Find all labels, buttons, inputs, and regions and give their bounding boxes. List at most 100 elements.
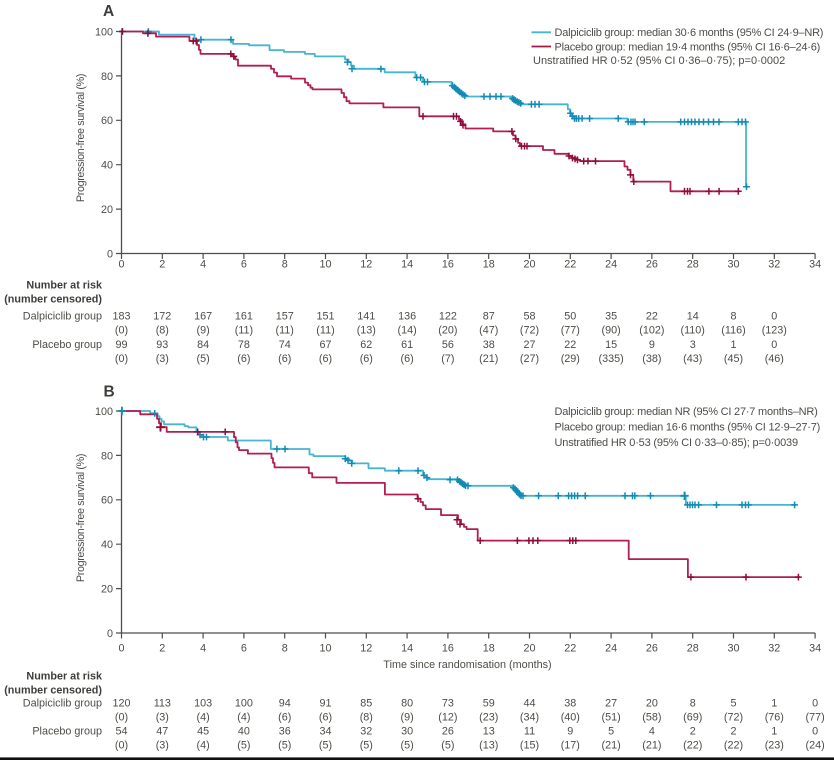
svg-text:(21): (21) [479,353,498,365]
svg-text:(21): (21) [642,739,661,751]
svg-text:84: 84 [197,339,209,351]
svg-text:151: 151 [316,310,334,322]
svg-text:24: 24 [605,258,617,270]
svg-text:0: 0 [118,258,124,270]
svg-text:24: 24 [605,643,617,655]
svg-text:4: 4 [200,643,206,655]
svg-text:(69): (69) [683,711,702,723]
svg-text:(46): (46) [765,353,784,365]
svg-text:34: 34 [809,643,821,655]
svg-text:8: 8 [282,258,288,270]
svg-text:9: 9 [567,725,573,737]
svg-text:(3): (3) [156,711,169,723]
svg-text:80: 80 [401,697,413,709]
svg-text:Unstratified HR 0·53 (95% CI 0: Unstratified HR 0·53 (95% CI 0·33–0·85);… [555,437,798,449]
svg-text:(77): (77) [561,324,580,336]
svg-text:0: 0 [771,339,777,351]
svg-text:32: 32 [768,643,780,655]
svg-text:59: 59 [483,697,495,709]
svg-text:(116): (116) [721,324,745,336]
svg-text:32: 32 [360,725,372,737]
svg-text:(77): (77) [805,711,824,723]
svg-text:(6): (6) [319,353,332,365]
svg-text:20: 20 [101,584,113,596]
svg-text:Placebo group: Placebo group [32,339,102,351]
svg-text:27: 27 [523,339,535,351]
svg-text:(11): (11) [235,324,253,336]
svg-text:(76): (76) [765,711,784,723]
svg-text:67: 67 [319,339,331,351]
svg-text:3: 3 [690,339,696,351]
svg-text:(13): (13) [479,739,498,751]
svg-text:22: 22 [564,339,576,351]
svg-text:9: 9 [649,339,655,351]
svg-text:(6): (6) [278,711,291,723]
svg-text:38: 38 [564,697,576,709]
svg-text:61: 61 [401,339,413,351]
svg-text:73: 73 [442,697,454,709]
svg-text:(9): (9) [400,711,413,723]
svg-text:(14): (14) [397,324,416,336]
svg-text:(0): (0) [115,353,128,365]
svg-text:10: 10 [319,258,331,270]
svg-text:(11): (11) [316,324,334,336]
svg-text:Placebo group: median 19·4 mon: Placebo group: median 19·4 months (95% C… [555,41,821,53]
svg-text:(40): (40) [561,711,580,723]
svg-text:50: 50 [564,310,576,322]
svg-text:(102): (102) [639,324,664,336]
svg-text:27: 27 [605,697,617,709]
svg-text:1: 1 [730,339,736,351]
svg-text:74: 74 [279,339,291,351]
svg-text:(90): (90) [601,324,620,336]
svg-text:0: 0 [771,310,777,322]
svg-text:161: 161 [235,310,253,322]
svg-text:60: 60 [101,495,113,507]
svg-text:(8): (8) [360,711,373,723]
svg-text:113: 113 [154,697,171,709]
svg-text:(3): (3) [156,739,169,751]
svg-text:(5): (5) [278,739,291,751]
svg-text:(5): (5) [196,353,209,365]
svg-text:(5): (5) [441,739,454,751]
svg-text:(5): (5) [360,739,373,751]
svg-text:40: 40 [101,160,113,172]
svg-text:0: 0 [118,643,124,655]
svg-text:6: 6 [241,643,247,655]
svg-text:20: 20 [646,697,658,709]
svg-text:54: 54 [115,725,127,737]
svg-text:Dalpiciclib group: median 30·6: Dalpiciclib group: median 30·6 months (9… [555,27,824,39]
svg-text:100: 100 [235,697,253,709]
svg-text:(29): (29) [561,353,580,365]
svg-text:0: 0 [812,697,818,709]
svg-text:80: 80 [101,450,113,462]
svg-text:157: 157 [276,310,294,322]
svg-text:36: 36 [279,725,291,737]
svg-text:(45): (45) [724,353,743,365]
svg-text:11: 11 [524,725,535,737]
svg-text:1: 1 [771,725,777,737]
svg-text:22: 22 [564,643,576,655]
svg-text:(number censored): (number censored) [4,294,102,306]
svg-text:(0): (0) [115,324,128,336]
svg-text:(51): (51) [601,711,620,723]
svg-text:Placebo group: Placebo group [32,725,102,737]
svg-text:99: 99 [115,339,127,351]
svg-text:80: 80 [101,71,113,83]
svg-text:(24): (24) [805,739,824,751]
svg-text:(47): (47) [479,324,498,336]
svg-text:(0): (0) [115,711,128,723]
svg-text:172: 172 [153,310,171,322]
svg-text:30: 30 [727,643,739,655]
svg-text:16: 16 [442,643,454,655]
svg-text:(6): (6) [278,353,291,365]
svg-text:(15): (15) [520,739,539,751]
svg-text:Number at risk: Number at risk [26,670,103,682]
svg-text:32: 32 [768,258,780,270]
svg-text:(4): (4) [196,711,209,723]
svg-text:8: 8 [730,310,736,322]
svg-text:26: 26 [646,258,658,270]
svg-text:(4): (4) [237,711,250,723]
svg-text:(23): (23) [479,711,498,723]
svg-text:40: 40 [238,725,250,737]
svg-text:(335): (335) [598,353,623,365]
